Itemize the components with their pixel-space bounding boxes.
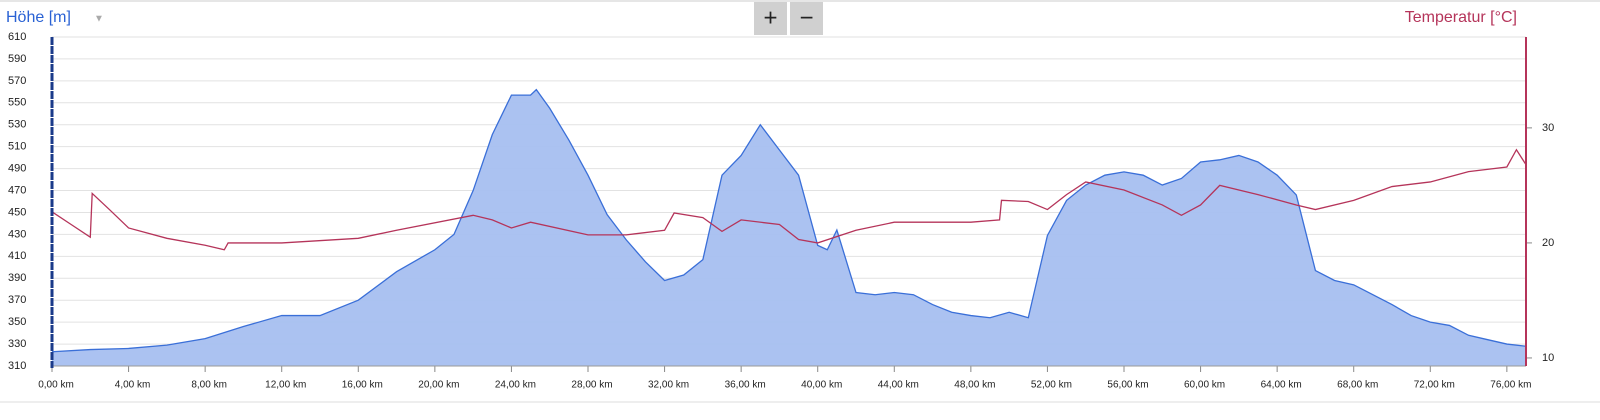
y-tick-label: 410	[8, 250, 26, 262]
zoom-out-bg	[790, 2, 823, 35]
x-tick-label: 8,00 km	[191, 380, 227, 391]
x-tick-label: 36,00 km	[725, 380, 766, 391]
y-tick-label: 610	[8, 31, 26, 43]
y-tick-label: 470	[8, 184, 26, 196]
area-line	[51, 88, 1527, 353]
x-tick-label: 76,00 km	[1490, 380, 1531, 391]
y-tick-label: 530	[8, 119, 26, 131]
x-tick-label: 56,00 km	[1107, 380, 1148, 391]
x-tick-label: 4,00 km	[115, 380, 151, 391]
y-tick-label: 310	[8, 360, 26, 372]
y-tick-label: 430	[8, 228, 26, 240]
y-tick-label: 370	[8, 294, 26, 306]
x-tick-label: 32,00 km	[648, 380, 689, 391]
x-tick-label: 44,00 km	[878, 380, 919, 391]
x-tick-label: 12,00 km	[265, 380, 306, 391]
x-tick-label: 60,00 km	[1184, 380, 1225, 391]
zoom-in-button[interactable]: +	[754, 2, 787, 35]
y-tick-label: 510	[8, 141, 26, 153]
y2-tick-label: 30	[1542, 122, 1554, 134]
y2-tick-label: 20	[1542, 237, 1554, 249]
y-tick-label: 350	[8, 316, 26, 328]
zoom-in-bg	[754, 2, 787, 35]
x-tick-label: 0,00 km	[38, 380, 74, 391]
dropdown-arrow[interactable]: ▼	[94, 14, 104, 25]
y-tick-label: 590	[8, 53, 26, 65]
y-tick-label: 390	[8, 272, 26, 284]
y-tick-label: 450	[8, 206, 26, 218]
y-tick-label: 550	[8, 97, 26, 109]
zoom-in-label: +	[763, 4, 777, 31]
y-tick-label: 570	[8, 75, 26, 87]
y2-tick-label: 10	[1542, 352, 1554, 364]
x-tick-label: 16,00 km	[342, 380, 383, 391]
zoom-out-button[interactable]: −	[790, 2, 823, 35]
x-tick-label: 48,00 km	[954, 380, 995, 391]
x-tick-label: 52,00 km	[1031, 380, 1072, 391]
zoom-out-label: −	[799, 4, 813, 31]
x-tick-label: 24,00 km	[495, 380, 536, 391]
x-tick-label: 28,00 km	[571, 380, 612, 391]
x-tick-label: 72,00 km	[1414, 380, 1455, 391]
y2-axis-title: Temperatur [°C]	[1405, 9, 1517, 26]
temperature-line	[51, 148, 1527, 251]
x-tick-label: 68,00 km	[1337, 380, 1378, 391]
area-fill	[52, 89, 1526, 366]
y-tick-label: 490	[8, 163, 26, 175]
x-tick-label: 40,00 km	[801, 380, 842, 391]
y-tick-label: 330	[8, 338, 26, 350]
y-axis-title: Höhe [m]	[6, 9, 71, 26]
x-tick-label: 20,00 km	[418, 380, 459, 391]
x-tick-label: 64,00 km	[1261, 380, 1302, 391]
